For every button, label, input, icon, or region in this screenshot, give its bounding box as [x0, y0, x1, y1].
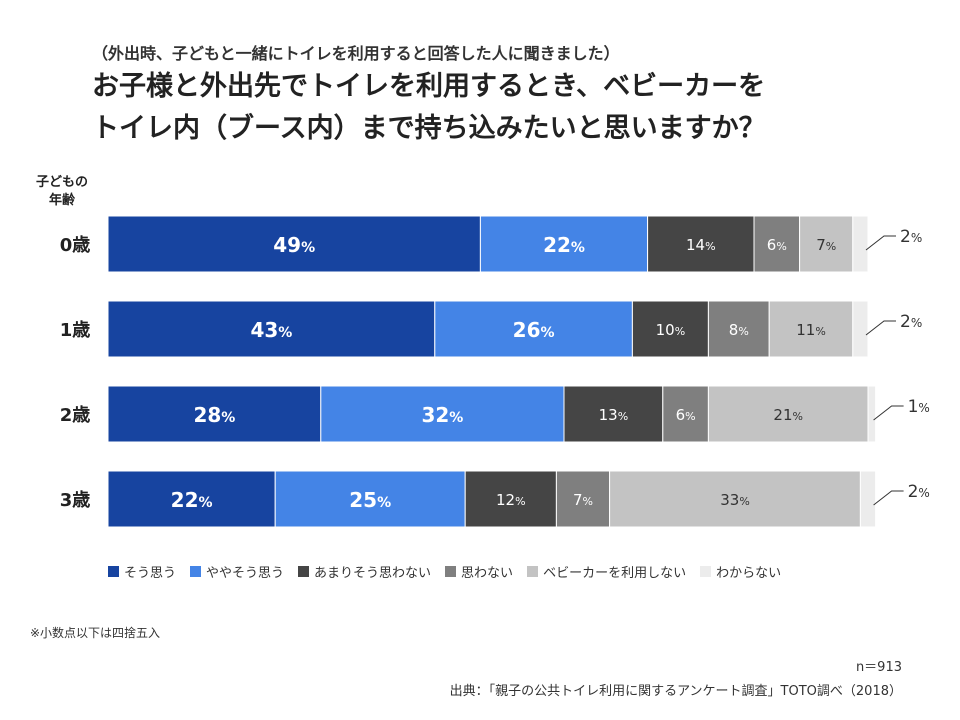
category-label: 3歳 — [60, 490, 91, 511]
bar-segment — [631, 300, 709, 358]
legend-swatch — [527, 566, 539, 577]
bar-segment — [479, 215, 649, 273]
legend-swatch — [298, 566, 310, 577]
data-label: 28% — [193, 403, 235, 427]
data-label: 7% — [816, 236, 836, 254]
leader-line — [865, 235, 896, 251]
data-label: 32% — [421, 403, 463, 427]
data-label: 26% — [513, 318, 555, 342]
bar-segment — [707, 385, 869, 443]
bar-segment — [867, 385, 877, 443]
y-axis-title-line2: 年齢 — [48, 193, 75, 208]
data-label: 11% — [796, 321, 826, 339]
legend-label: ベビーカーを利用しない — [543, 566, 687, 581]
chart-legend: そう思う ややそう思う あまりそう思わない 思わない ベビーカーを利用しない わからない — [108, 562, 781, 581]
y-axis-title: 子どもの 年齢 — [22, 174, 102, 210]
bar-segment — [647, 215, 755, 273]
data-label: 21% — [773, 406, 803, 424]
data-label: 22% — [171, 488, 213, 512]
legend-item: ベビーカーを利用しない — [527, 562, 686, 581]
data-label: 10% — [656, 321, 686, 339]
legend-label: 思わない — [461, 566, 514, 581]
data-label: 25% — [349, 488, 391, 512]
stacked-bar-chart: 0歳 49% 22% 14% 6% 7% 2% 1歳 43% 26% 10% 8% 11% 2% 2歳 28%… — [60, 215, 930, 528]
bar-segment — [609, 470, 861, 528]
category-label: 1歳 — [60, 320, 91, 341]
legend-item: そう思う — [108, 562, 176, 581]
legend-label: わからない — [716, 566, 782, 581]
data-label: 22% — [543, 233, 585, 257]
chart-subtitle: （外出時、子どもと一緒にトイレを利用すると回答した人に聞きました） — [92, 44, 620, 63]
category-label: 0歳 — [60, 235, 91, 256]
category-label: 2歳 — [60, 405, 91, 426]
legend-item: ややそう思う — [190, 562, 284, 581]
data-label-outside: 2% — [908, 482, 930, 502]
leader-line — [873, 405, 904, 421]
bar-segment — [464, 470, 557, 528]
legend-label: そう思う — [124, 566, 177, 581]
bar-segment — [320, 385, 565, 443]
bar-segment — [107, 385, 322, 443]
data-label: 6% — [767, 236, 787, 254]
rounding-note: ※小数点以下は四捨五入 — [30, 626, 161, 640]
bar-segment — [707, 300, 770, 358]
bar-segment — [859, 470, 877, 528]
legend-label: ややそう思う — [206, 566, 285, 581]
data-label-outside: 1% — [908, 397, 930, 417]
chart-title-line2: トイレ内（ブース内）まで持ち込みたいと思いますか？ — [92, 113, 766, 144]
data-label-outside: 2% — [900, 227, 922, 247]
data-label: 12% — [496, 491, 526, 509]
data-label: 6% — [676, 406, 696, 424]
bar-segment — [768, 300, 854, 358]
source-citation: 出典：「親子の公共トイレ利用に関するアンケート調査」TOTO調べ（2018） — [449, 684, 902, 699]
legend-item: 思わない — [445, 562, 513, 581]
chart-title-line1: お子様と外出先でトイレを利用するとき、ベビーカーを — [92, 71, 766, 102]
bar-segment — [555, 470, 611, 528]
legend-swatch — [190, 566, 202, 577]
bar-segment — [107, 215, 481, 273]
legend-swatch — [108, 566, 119, 577]
sample-size: n＝913 — [855, 660, 902, 675]
data-label: 49% — [273, 233, 315, 257]
leader-line — [865, 320, 896, 336]
data-label: 14% — [686, 236, 716, 254]
bar-segment — [107, 300, 436, 358]
legend-swatch — [700, 566, 712, 577]
legend-label: あまりそう思わない — [314, 566, 432, 581]
bar-segment — [434, 300, 633, 358]
legend-item: わからない — [700, 562, 781, 581]
data-label: 8% — [729, 321, 749, 339]
bar-segment — [852, 215, 869, 273]
chart-title: お子様と外出先でトイレを利用するとき、ベビーカーを トイレ内（ブース内）まで持ち… — [92, 66, 766, 150]
data-label-outside: 2% — [900, 312, 922, 332]
legend-item: あまりそう思わない — [298, 562, 431, 581]
y-axis-title-line1: 子どもの — [35, 175, 88, 190]
bar-segment — [799, 215, 854, 273]
bar-segment — [852, 300, 869, 358]
data-label: 13% — [599, 406, 629, 424]
data-label: 33% — [720, 491, 750, 509]
legend-swatch — [445, 566, 457, 577]
bar-segment — [107, 470, 276, 528]
leader-line — [873, 490, 904, 506]
data-label: 43% — [250, 318, 292, 342]
data-label: 7% — [573, 491, 593, 509]
bar-segment — [563, 385, 664, 443]
